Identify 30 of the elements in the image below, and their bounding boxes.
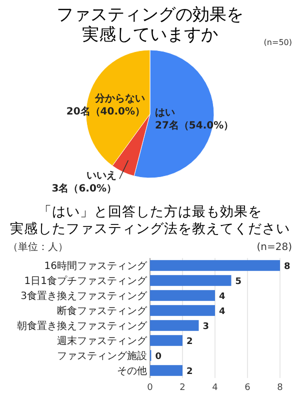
y-tick-label: 断食ファスティング — [57, 305, 148, 317]
y-tick-label: 3食置き換えファスティング — [20, 290, 148, 302]
data-label: 0 — [155, 352, 162, 362]
x-tick-label: 2 — [180, 383, 186, 393]
data-label: 3名（6.0%） — [52, 182, 116, 194]
text: （単位：人） — [8, 241, 68, 253]
x-tick-label: 4 — [212, 383, 218, 393]
y-tick-label: その他 — [117, 365, 147, 377]
chart-title: 「はい」と回答した方は最も効果を実感したファスティング法を教えてください — [10, 204, 290, 237]
data-label: 5 — [235, 277, 242, 287]
y-tick-label: 朝食置き換えファスティング — [17, 320, 148, 332]
y-tick-label: 週末ファスティング — [57, 335, 148, 347]
slice-label: いいえ — [86, 170, 116, 182]
slice-label: はい — [155, 108, 175, 119]
data-label: 4 — [219, 292, 226, 302]
data-label: 2 — [186, 367, 193, 377]
chart-title: ファスティングの効果を実感していますか — [56, 5, 244, 45]
data-label: 8 — [284, 262, 290, 272]
text: (n=50) — [264, 38, 292, 47]
data-label: 4 — [219, 307, 226, 317]
data-label: 3 — [202, 322, 210, 332]
data-label: 2 — [186, 337, 193, 347]
x-tick-label: 8 — [277, 383, 284, 393]
x-tick-label: 6 — [244, 383, 251, 393]
y-tick-label: 1日1食プチファスティング — [24, 275, 148, 287]
y-tick-label: ファスティング施設 — [57, 350, 147, 362]
y-tick-label: 16時間ファスティング — [44, 260, 148, 272]
text: (n=28) — [256, 242, 292, 253]
x-tick-label: 0 — [147, 383, 154, 393]
slice-label: 分からない — [94, 92, 145, 105]
